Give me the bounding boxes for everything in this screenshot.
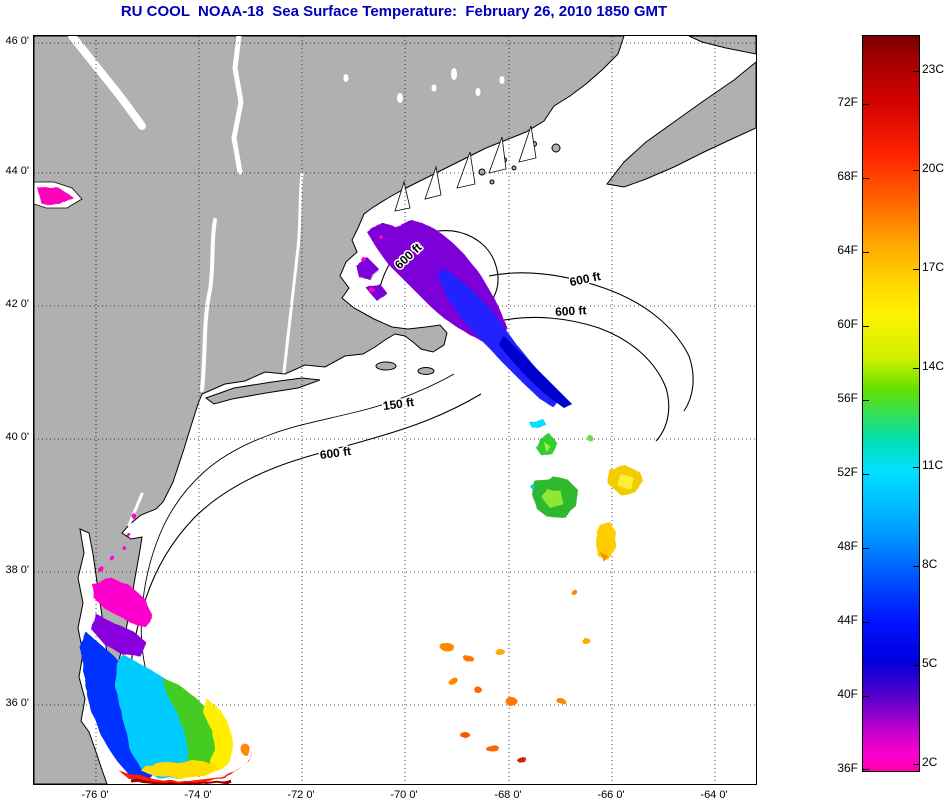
mid-atlantic-plume-sst bbox=[80, 513, 252, 784]
hudson-river bbox=[200, 218, 217, 392]
colorbar-tick bbox=[863, 178, 869, 179]
x-tick-label: -64 0' bbox=[700, 789, 728, 801]
y-tick-label: 40 0' bbox=[5, 431, 29, 443]
colorbar-label-c: 11C bbox=[922, 458, 944, 472]
lake-ontario-sst bbox=[38, 187, 74, 205]
y-tick-label: 44 0' bbox=[5, 165, 29, 177]
x-tick-label: -70 0' bbox=[390, 789, 418, 801]
x-tick-label: -76 0' bbox=[81, 789, 109, 801]
colorbar-tick bbox=[863, 548, 869, 549]
delaware-river bbox=[127, 492, 144, 527]
colorbar-tick bbox=[863, 474, 869, 475]
connecticut-river bbox=[282, 172, 304, 374]
colorbar-label-c: 20C bbox=[922, 161, 944, 175]
nova-scotia bbox=[606, 61, 756, 188]
x-tick-label: -66 0' bbox=[597, 789, 625, 801]
colorbar-tick bbox=[913, 269, 919, 270]
shelf-fragments-sst bbox=[529, 420, 644, 595]
page-title: RU COOL NOAA-18 Sea Surface Temperature:… bbox=[120, 3, 668, 20]
colorbar-label-c: 5C bbox=[922, 656, 938, 670]
st-lawrence-river bbox=[68, 36, 146, 130]
lake-champlain bbox=[231, 36, 244, 175]
colorbar-tick bbox=[913, 467, 919, 468]
colorbar-tick bbox=[913, 764, 919, 765]
colorbar-tick bbox=[863, 769, 869, 770]
colorbar-label-c: 8C bbox=[922, 557, 938, 571]
colorbar-label-c: 17C bbox=[922, 260, 944, 274]
colorbar-tick bbox=[863, 326, 869, 327]
new-brunswick-corner bbox=[688, 36, 756, 55]
x-tick-label: -68 0' bbox=[494, 789, 522, 801]
x-tick-label: -72 0' bbox=[287, 789, 315, 801]
bays-and-rivers bbox=[34, 36, 537, 527]
contour-label: 600 ft bbox=[319, 444, 352, 462]
colorbar-label-f: 48F bbox=[837, 539, 858, 553]
graticule-grid bbox=[34, 36, 756, 784]
colorbar-label-f: 40F bbox=[837, 687, 858, 701]
colorbar-label-f: 52F bbox=[837, 465, 858, 479]
colorbar-tick bbox=[863, 104, 869, 105]
colorbar-label-f: 60F bbox=[837, 317, 858, 331]
offshore-warm-sst bbox=[439, 638, 590, 762]
colorbar-tick bbox=[913, 170, 919, 171]
sst-patches bbox=[38, 187, 644, 784]
colorbar-label-c: 14C bbox=[922, 359, 944, 373]
colorbar-label-f: 72F bbox=[837, 95, 858, 109]
gulf-of-maine-sst bbox=[356, 220, 572, 408]
nantucket bbox=[417, 367, 435, 375]
colorbar-label-f: 36F bbox=[837, 761, 858, 775]
map-plot: 600 ft 600 ft 600 ft 600 ft 150 ft bbox=[33, 35, 757, 785]
sst-map-svg: 600 ft 600 ft 600 ft 600 ft 150 ft bbox=[34, 36, 756, 784]
contour-label: 150 ft bbox=[382, 395, 415, 413]
y-tick-label: 36 0' bbox=[5, 697, 29, 709]
mainland-coast bbox=[34, 36, 625, 784]
colorbar-label-f: 68F bbox=[837, 169, 858, 183]
colorbar-label-f: 64F bbox=[837, 243, 858, 257]
y-tick-label: 38 0' bbox=[5, 564, 29, 576]
contour-label: 600 ft bbox=[555, 303, 587, 319]
colorbar-tick bbox=[863, 252, 869, 253]
colorbar-tick bbox=[913, 566, 919, 567]
colorbar-tick bbox=[913, 368, 919, 369]
x-tick-label: -74 0' bbox=[184, 789, 212, 801]
y-tick-label: 42 0' bbox=[5, 298, 29, 310]
colorbar-tick bbox=[913, 71, 919, 72]
land-masses bbox=[34, 36, 756, 784]
colorbar bbox=[862, 35, 920, 772]
colorbar-label-f: 44F bbox=[837, 613, 858, 627]
colorbar-tick bbox=[913, 665, 919, 666]
colorbar-tick bbox=[863, 400, 869, 401]
marthas-vineyard bbox=[375, 361, 397, 371]
y-tick-label: 46 0' bbox=[5, 35, 29, 47]
colorbar-tick bbox=[863, 622, 869, 623]
long-island bbox=[204, 377, 321, 405]
colorbar-label-c: 23C bbox=[922, 62, 944, 76]
colorbar-label-c: 2C bbox=[922, 755, 938, 769]
grand-manan bbox=[551, 143, 561, 153]
colorbar-label-f: 56F bbox=[837, 391, 858, 405]
colorbar-tick bbox=[863, 696, 869, 697]
